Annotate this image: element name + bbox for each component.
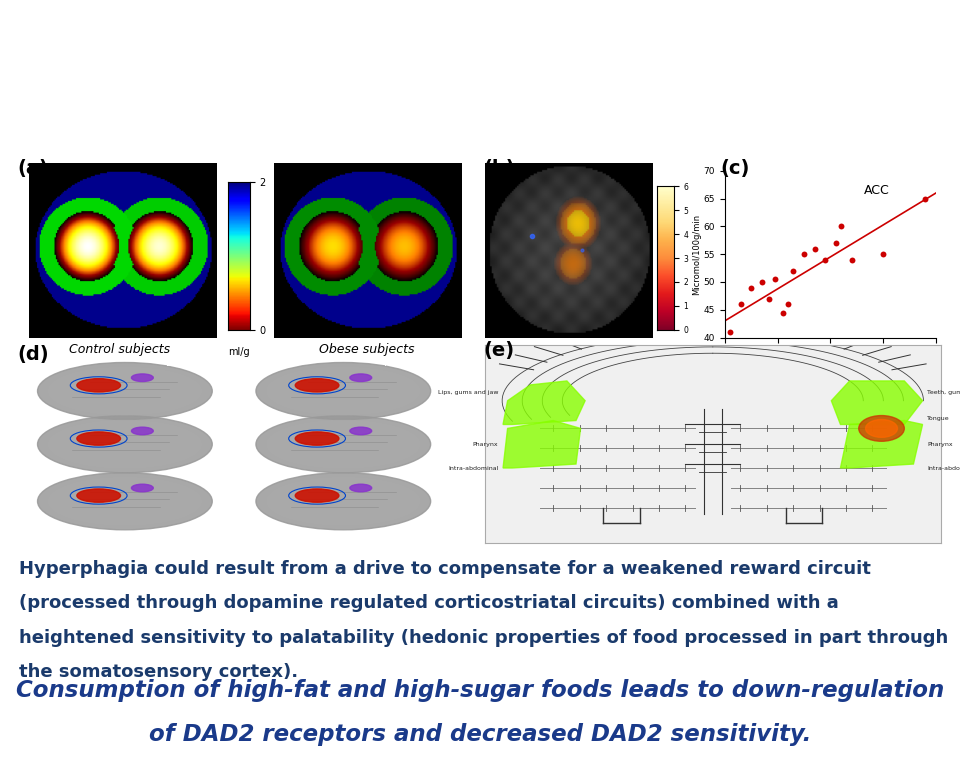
Text: Hyperphagia could result from a drive to compensate for a weakened reward circui: Hyperphagia could result from a drive to…	[19, 560, 871, 578]
Text: Intra-abdominal: Intra-abdominal	[448, 466, 498, 470]
Polygon shape	[831, 381, 923, 424]
Ellipse shape	[267, 477, 420, 525]
Ellipse shape	[48, 477, 202, 525]
Ellipse shape	[132, 374, 154, 382]
Text: R: R	[384, 358, 391, 368]
Polygon shape	[503, 381, 586, 424]
Point	[806, 242, 822, 255]
Point	[844, 254, 859, 266]
Text: (processed through dopamine regulated corticostriatal circuits) combined with a: (processed through dopamine regulated co…	[19, 594, 839, 612]
Point	[761, 293, 777, 305]
Ellipse shape	[132, 427, 154, 435]
Point	[828, 237, 843, 249]
Ellipse shape	[296, 379, 339, 392]
Text: Control subjects: Control subjects	[69, 343, 171, 356]
Point	[818, 254, 833, 266]
Ellipse shape	[77, 432, 121, 445]
Polygon shape	[503, 421, 581, 468]
Point	[755, 275, 770, 288]
Text: Pharynx: Pharynx	[927, 442, 952, 447]
Point	[775, 307, 790, 319]
Point	[732, 298, 748, 310]
Point	[768, 273, 783, 286]
Text: (b): (b)	[484, 159, 516, 178]
Text: ml/g: ml/g	[228, 348, 250, 358]
Text: (d): (d)	[17, 345, 49, 364]
Ellipse shape	[37, 416, 212, 473]
Text: Lips, gums and jaw: Lips, gums and jaw	[438, 390, 498, 395]
Ellipse shape	[77, 489, 121, 502]
Text: Tongue: Tongue	[927, 416, 949, 421]
Ellipse shape	[349, 427, 372, 435]
Ellipse shape	[349, 374, 372, 382]
Text: Intra-abdominal: Intra-abdominal	[927, 466, 960, 470]
Text: L: L	[266, 358, 272, 368]
Ellipse shape	[296, 432, 339, 445]
Ellipse shape	[48, 367, 202, 415]
Text: L: L	[166, 358, 171, 368]
Ellipse shape	[37, 473, 212, 530]
Point	[833, 220, 849, 233]
Point	[797, 248, 812, 261]
Ellipse shape	[256, 362, 431, 420]
Point	[780, 298, 796, 310]
Ellipse shape	[256, 416, 431, 473]
Text: Consumption of high-fat and high-sugar foods leads to down-regulation: Consumption of high-fat and high-sugar f…	[16, 679, 944, 702]
Y-axis label: Micromol/100g/min: Micromol/100g/min	[692, 213, 701, 295]
Text: Pharynx: Pharynx	[473, 442, 498, 447]
Point	[918, 192, 933, 205]
Text: (e): (e)	[484, 341, 515, 360]
Ellipse shape	[132, 484, 154, 492]
Ellipse shape	[77, 379, 121, 392]
Point	[785, 265, 801, 277]
Ellipse shape	[349, 484, 372, 492]
Point	[743, 282, 758, 294]
Ellipse shape	[256, 473, 431, 530]
Text: (c): (c)	[720, 159, 750, 178]
Ellipse shape	[267, 367, 420, 415]
X-axis label: D2R Bmax/Kd: D2R Bmax/Kd	[792, 359, 869, 369]
Ellipse shape	[866, 420, 898, 438]
Text: R: R	[52, 358, 59, 368]
Ellipse shape	[267, 421, 420, 468]
Point	[722, 326, 737, 338]
Text: heightened sensitivity to palatability (hedonic properties of food processed in : heightened sensitivity to palatability (…	[19, 629, 948, 646]
Text: Obese subjects: Obese subjects	[319, 343, 415, 356]
Ellipse shape	[296, 489, 339, 502]
Text: ACC: ACC	[864, 184, 890, 197]
Point	[876, 248, 891, 261]
Text: the somatosensory cortex).: the somatosensory cortex).	[19, 663, 299, 681]
Ellipse shape	[48, 421, 202, 468]
Text: Teeth, gums and jaw: Teeth, gums and jaw	[927, 390, 960, 395]
Ellipse shape	[858, 416, 904, 442]
Text: (a): (a)	[17, 159, 48, 178]
Polygon shape	[841, 421, 923, 468]
Text: of DAD2 receptors and decreased DAD2 sensitivity.: of DAD2 receptors and decreased DAD2 sen…	[149, 723, 811, 747]
Ellipse shape	[37, 362, 212, 420]
